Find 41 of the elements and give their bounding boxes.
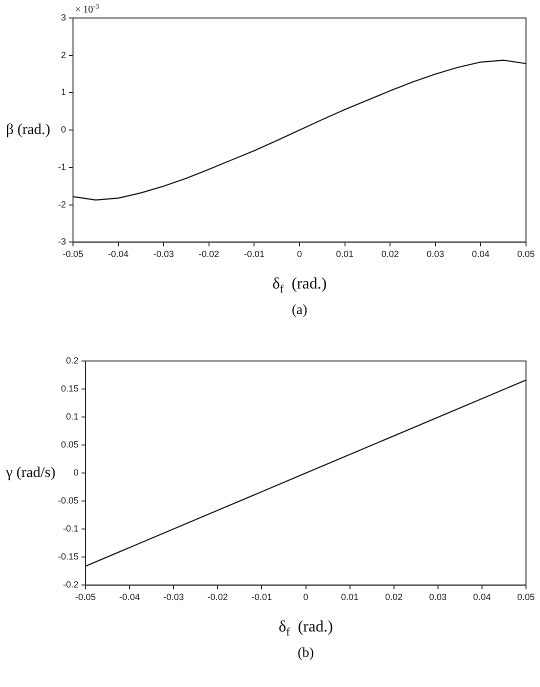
- x-tick-label: 0: [303, 592, 308, 602]
- x-tick-label: 0.02: [385, 592, 403, 602]
- x-tick-label: 0.03: [429, 592, 447, 602]
- y-axis-title: γ (rad/s): [5, 465, 56, 482]
- y-tick-label: -3: [58, 236, 66, 247]
- x-tick-label: -0.03: [153, 249, 174, 260]
- x-tick-label: 0.04: [472, 249, 490, 260]
- y-tick-label: -1: [58, 162, 66, 172]
- x-tick-label: 0.04: [473, 592, 491, 602]
- x-tick-label: -0.05: [75, 592, 96, 602]
- y-tick-label: 0.05: [60, 440, 79, 450]
- y-tick-label: 3: [60, 12, 66, 22]
- x-tick-label: 0.03: [426, 249, 444, 260]
- x-tick-label: -0.02: [198, 249, 220, 260]
- x-tick-label: -0.01: [244, 249, 264, 260]
- x-tick-label: 0.01: [341, 592, 359, 602]
- y-tick-label: -0.15: [58, 552, 79, 562]
- y-tick-label: 1: [60, 87, 66, 98]
- x-tick-label: -0.03: [163, 592, 184, 602]
- x-tick-label: -0.01: [251, 592, 272, 602]
- x-tick-label: 0.02: [381, 249, 399, 260]
- y-tick-label: -0.1: [63, 524, 79, 534]
- x-tick-label: -0.04: [108, 249, 129, 260]
- x-tick-label: 0.05: [517, 592, 535, 602]
- text: (a): [292, 302, 308, 318]
- x-tick-label: 0: [296, 249, 302, 260]
- y-tick-label: 2: [60, 50, 66, 60]
- x-tick-label: 0.01: [336, 249, 354, 260]
- y-tick-label: -2: [58, 199, 66, 210]
- y-tick-label: 0: [60, 124, 66, 135]
- y-tick-label: 0.1: [66, 412, 79, 422]
- x-tick-label: -0.04: [119, 592, 140, 602]
- y-tick-label: 0: [74, 468, 79, 478]
- x-tick-label: -0.02: [207, 592, 228, 602]
- y-tick-label: -0.05: [58, 496, 79, 506]
- text: (b): [298, 646, 314, 661]
- x-tick-label: 0.05: [517, 249, 535, 260]
- y-tick-label: -0.2: [63, 580, 79, 590]
- y-tick-label: 0.15: [60, 384, 79, 394]
- y-axis-title: β (rad.): [6, 122, 50, 138]
- y-tick-label: 0.2: [66, 355, 79, 366]
